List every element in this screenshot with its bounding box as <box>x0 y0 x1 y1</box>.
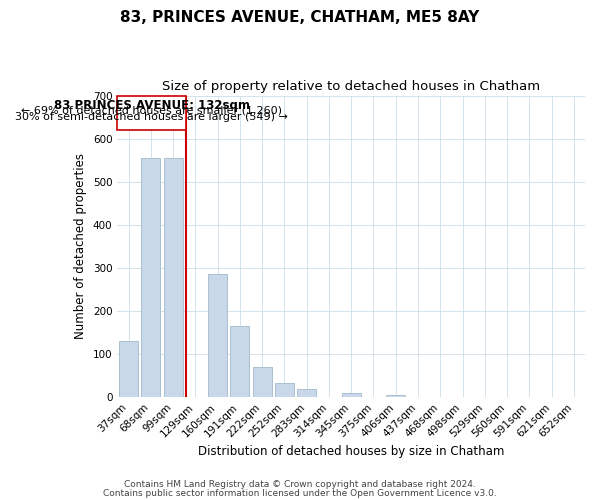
Bar <box>297 388 316 397</box>
Bar <box>119 341 138 397</box>
Y-axis label: Number of detached properties: Number of detached properties <box>74 154 88 340</box>
Bar <box>164 158 182 397</box>
Bar <box>342 393 361 397</box>
Text: 83, PRINCES AVENUE, CHATHAM, ME5 8AY: 83, PRINCES AVENUE, CHATHAM, ME5 8AY <box>121 10 479 25</box>
Text: 83 PRINCES AVENUE: 132sqm: 83 PRINCES AVENUE: 132sqm <box>53 100 250 112</box>
Bar <box>253 367 272 397</box>
Bar <box>275 383 294 397</box>
Bar <box>142 158 160 397</box>
Bar <box>118 96 186 130</box>
Title: Size of property relative to detached houses in Chatham: Size of property relative to detached ho… <box>162 80 540 93</box>
Text: Contains HM Land Registry data © Crown copyright and database right 2024.: Contains HM Land Registry data © Crown c… <box>124 480 476 489</box>
Bar <box>230 326 250 397</box>
Text: 30% of semi-detached houses are larger (549) →: 30% of semi-detached houses are larger (… <box>15 112 288 122</box>
Text: ← 69% of detached houses are smaller (1,260): ← 69% of detached houses are smaller (1,… <box>21 106 282 116</box>
Bar <box>208 274 227 397</box>
Text: Contains public sector information licensed under the Open Government Licence v3: Contains public sector information licen… <box>103 488 497 498</box>
X-axis label: Distribution of detached houses by size in Chatham: Distribution of detached houses by size … <box>198 444 505 458</box>
Bar <box>386 395 405 397</box>
